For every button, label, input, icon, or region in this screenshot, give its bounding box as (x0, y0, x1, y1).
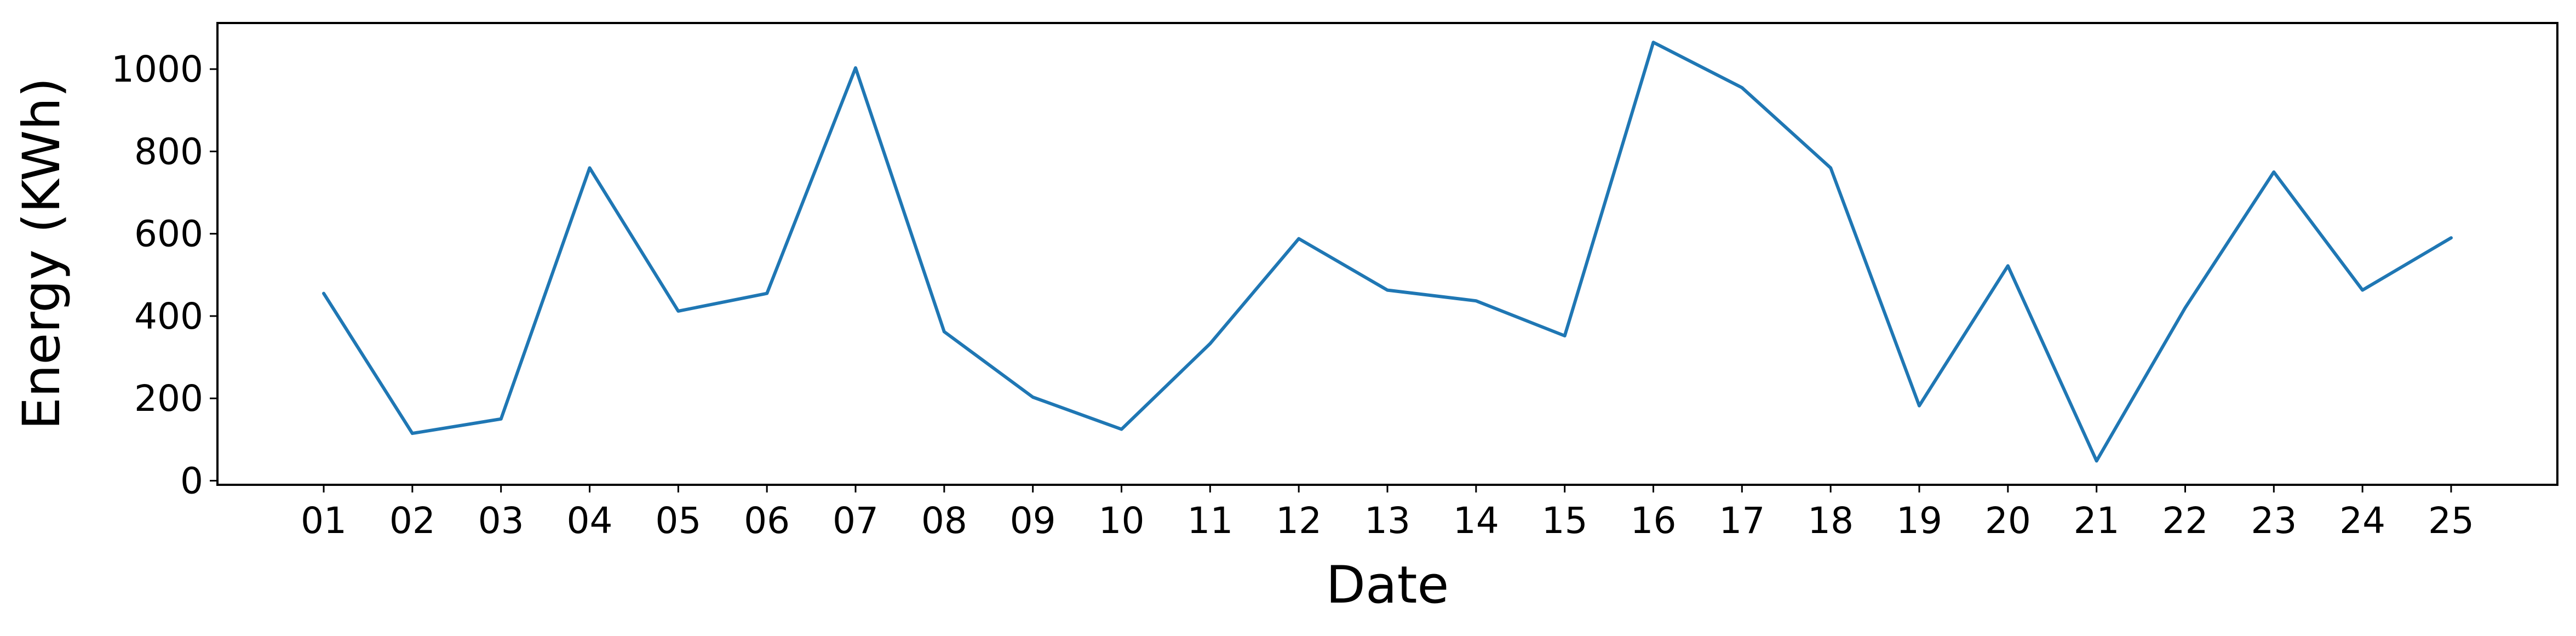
x-tick-label: 18 (1808, 500, 1854, 542)
y-axis-title: Energy (KWh) (12, 77, 72, 429)
x-tick-label: 24 (2339, 500, 2385, 542)
x-axis-ticks: 01 02 03 04 05 06 07 08 09 10 11 12 13 14 15 16 17 18 19 20… (301, 485, 2474, 542)
x-axis-title: Date (1326, 555, 1449, 615)
x-tick-label: 03 (478, 500, 524, 542)
y-tick-label: 1000 (111, 48, 203, 90)
plot-frame (216, 22, 2558, 486)
x-tick-label: 13 (1364, 500, 1410, 542)
plot-area (217, 23, 2557, 485)
x-tick-label: 25 (2428, 500, 2474, 542)
x-tick-label: 14 (1453, 500, 1499, 542)
y-tick-label: 200 (134, 377, 203, 420)
x-tick-label: 06 (744, 500, 790, 542)
y-tick-label: 800 (134, 130, 203, 173)
x-tick-label: 09 (1010, 500, 1056, 542)
series-layer (322, 41, 2453, 463)
y-tick-label: 400 (134, 295, 203, 337)
x-tick-label: 04 (567, 500, 613, 542)
x-tick-label: 20 (1985, 500, 2031, 542)
x-tick-label: 19 (1896, 500, 1942, 542)
x-tick-label: 08 (921, 500, 967, 542)
x-tick-label: 21 (2074, 500, 2120, 542)
x-tick-label: 10 (1099, 500, 1145, 542)
y-tick-label: 0 (180, 460, 203, 502)
x-tick-label: 16 (1631, 500, 1677, 542)
x-tick-label: 02 (389, 500, 435, 542)
x-tick-label: 07 (833, 500, 879, 542)
x-tick-label: 11 (1187, 500, 1233, 542)
x-tick-label: 12 (1276, 500, 1322, 542)
x-tick-label: 23 (2251, 500, 2297, 542)
x-tick-label: 22 (2162, 500, 2208, 542)
x-tick-label: 05 (655, 500, 701, 542)
x-tick-label: 15 (1542, 500, 1588, 542)
x-tick-label: 01 (301, 500, 347, 542)
x-tick-label: 17 (1719, 500, 1765, 542)
y-tick-label: 600 (134, 213, 203, 255)
energy-series-line (322, 41, 2453, 463)
y-axis-ticks: 0 200 400 600 800 1000 (111, 48, 217, 502)
